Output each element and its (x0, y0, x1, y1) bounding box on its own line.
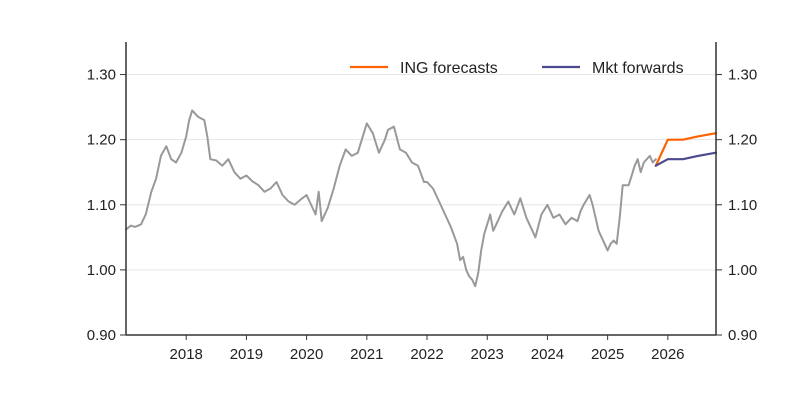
left-y-tick-label: 1.20 (87, 132, 116, 149)
x-tick-label: 2020 (290, 346, 323, 363)
series-line-ing-forecasts (654, 132, 718, 167)
left-y-tick-label: 0.90 (87, 327, 116, 344)
right-y-tick-label: 1.20 (728, 132, 757, 149)
x-tick-label: 2024 (531, 346, 564, 363)
tick-labels: 0.90 0.90 1.00 1.00 1.10 1.10 1.20 1.20 1.30 1.30… (87, 67, 757, 363)
x-tick-label: 2026 (651, 346, 684, 363)
x-tick-label: 2023 (471, 346, 504, 363)
x-tick-label: 2025 (591, 346, 624, 363)
legend-label-ing-forecasts: ING forecasts (400, 60, 498, 77)
series-line-mkt-forwards (654, 151, 718, 167)
legend-label-mkt-forwards: Mkt forwards (592, 60, 684, 77)
right-y-tick-label: 1.10 (728, 197, 757, 214)
x-tick-label: 2019 (230, 346, 263, 363)
axes (125, 42, 717, 336)
left-y-tick-label: 1.00 (87, 262, 116, 279)
series-line-eur-usd-spot (125, 109, 657, 288)
right-y-tick-label: 1.30 (728, 67, 757, 84)
right-y-tick-label: 0.90 (728, 327, 757, 344)
plot-series (125, 109, 718, 288)
left-y-tick-label: 1.10 (87, 197, 116, 214)
grid-lines (126, 74, 716, 336)
legend: ING forecasts Mkt forwards (350, 60, 684, 77)
right-y-tick-label: 1.00 (728, 262, 757, 279)
x-tick-label: 2021 (350, 346, 383, 363)
x-tick-label: 2018 (170, 346, 203, 363)
left-y-tick-label: 1.30 (87, 67, 116, 84)
x-tick-label: 2022 (410, 346, 443, 363)
